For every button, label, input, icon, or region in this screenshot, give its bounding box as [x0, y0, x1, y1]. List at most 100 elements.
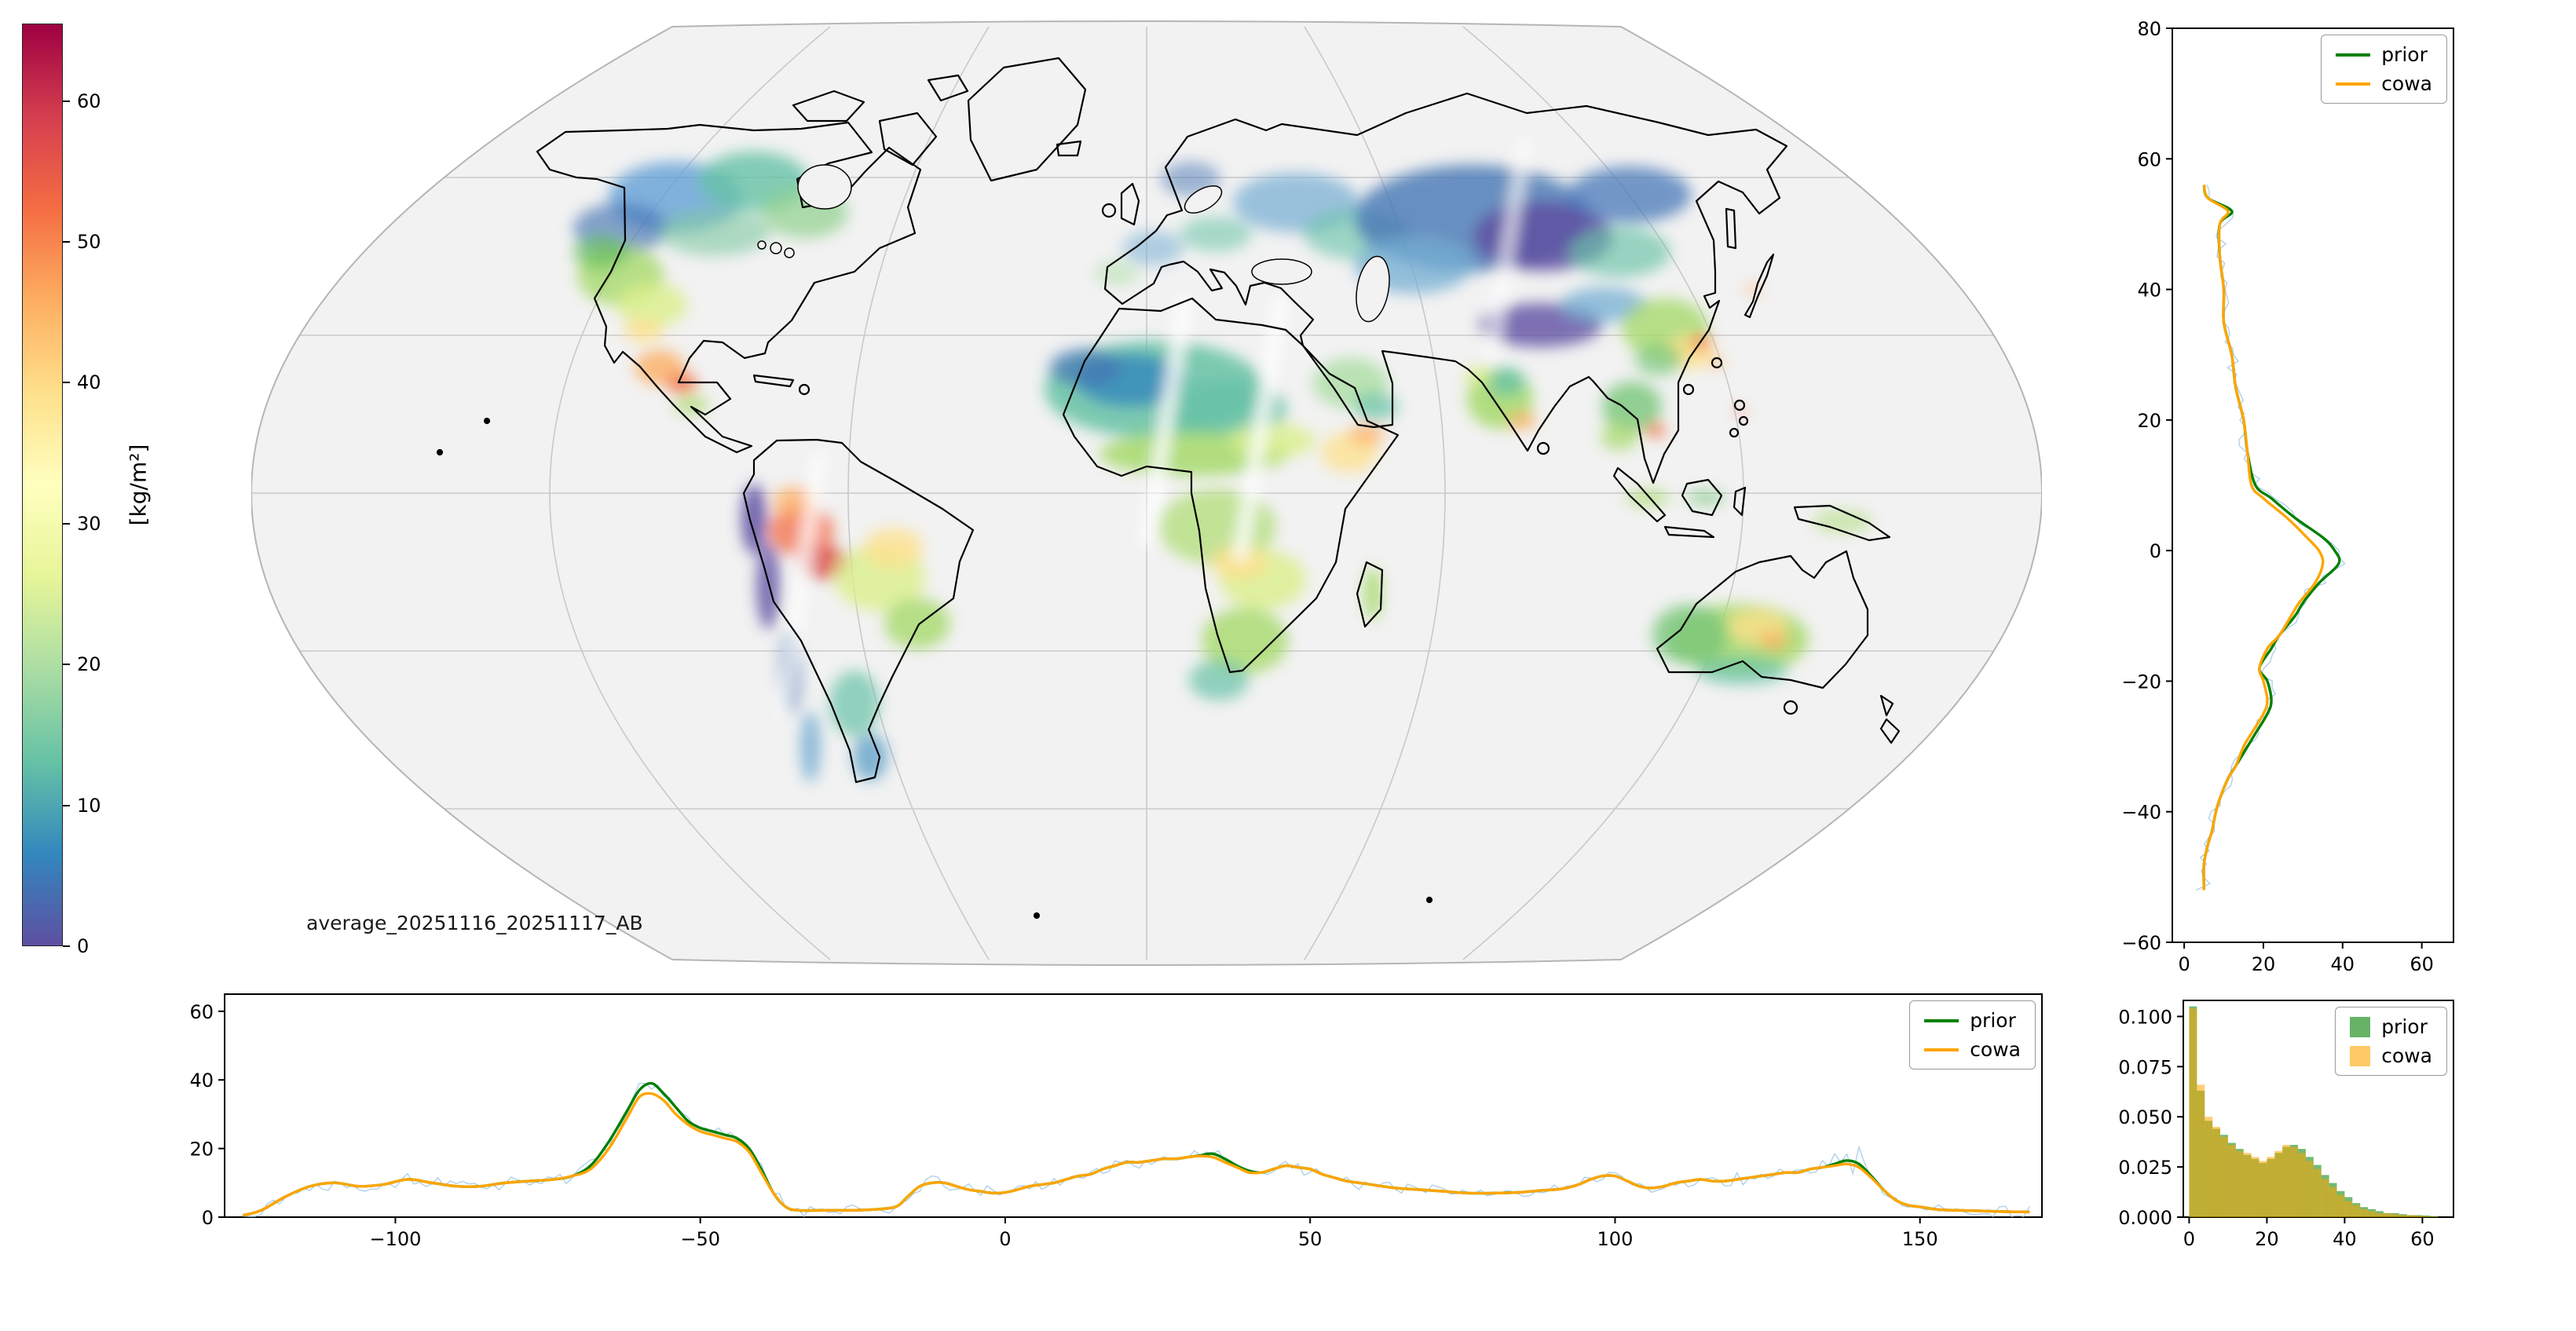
- zonal-profile-chart: prior cowa 0 20 40 60 −60 −40 −20 0 20 40 60 80: [2121, 18, 2454, 975]
- continents: [436, 57, 1901, 920]
- cowa-label: cowa: [2381, 72, 2432, 95]
- prior-label: prior: [2381, 43, 2428, 66]
- y-tick-label: 40: [189, 1070, 214, 1091]
- histogram-chart: prior cowa 0 20 40 60 0.000 0.025 0.050 0.075 0.…: [2118, 1000, 2454, 1250]
- cowa-bar: [2282, 1145, 2291, 1217]
- meridional_profile-plot: −100 −50 0 50 100 150 0 20 40 60: [189, 993, 2043, 1250]
- cowa-line: [2202, 184, 2325, 890]
- hispaniola: [798, 383, 810, 396]
- y-tick-label: 80: [2137, 18, 2161, 40]
- colorbar-tick: [63, 100, 70, 102]
- y-tick-label: 60: [189, 1001, 214, 1023]
- cowa-bar: [2414, 1215, 2423, 1217]
- great-lake-3: [757, 240, 767, 250]
- cowa-bar: [2383, 1212, 2391, 1217]
- y-tick-label: 0.000: [2118, 1207, 2172, 1229]
- madagascar: [1356, 561, 1384, 628]
- philippines-3: [1729, 427, 1740, 438]
- colorbar-tick-label: 40: [77, 371, 101, 394]
- island-speck-2: [436, 448, 444, 456]
- y-tick-label: 0.025: [2118, 1157, 2172, 1179]
- prior-label: prior: [1970, 1009, 2016, 1032]
- new-guinea: [1793, 504, 1891, 542]
- cowa-bar: [2360, 1209, 2369, 1217]
- sakhalin: [1725, 207, 1737, 250]
- colorbar-tick: [63, 664, 70, 666]
- legend-item-prior: prior: [2350, 1015, 2432, 1038]
- hudson-bay: [797, 164, 852, 210]
- north-america: [536, 121, 922, 454]
- colorbar-tick: [63, 804, 70, 806]
- legend-item-prior: prior: [2336, 43, 2432, 66]
- taiwan: [1711, 357, 1723, 369]
- greenland: [967, 57, 1087, 182]
- colorbar-gradient: [22, 24, 63, 946]
- cowa-bar: [2406, 1215, 2415, 1217]
- philippines-1: [1733, 399, 1746, 411]
- x-tick-label: 0: [2178, 953, 2190, 975]
- cowa-bar: [2243, 1153, 2252, 1217]
- new-zealand-north: [1879, 694, 1894, 717]
- cowa-bar: [2336, 1194, 2345, 1217]
- new-zealand-south: [1879, 718, 1901, 744]
- x-tick-label: 60: [2410, 1228, 2435, 1250]
- cowa-bar: [2399, 1215, 2407, 1217]
- x-tick-label: 150: [1902, 1228, 1938, 1250]
- cowa-bar: [2430, 1216, 2439, 1217]
- cowa-bar: [2227, 1145, 2236, 1217]
- cowa-bar: [2220, 1136, 2228, 1217]
- cowa-bar: [2189, 1008, 2197, 1217]
- axes-frame: [224, 993, 2043, 1218]
- sumatra: [1612, 466, 1667, 523]
- x-tick-label: 60: [2410, 953, 2434, 975]
- baltic-sea: [1184, 185, 1223, 214]
- cowa-bar: [2212, 1127, 2221, 1217]
- caspian-sea: [1356, 255, 1390, 323]
- y-tick-label: −20: [2121, 671, 2161, 693]
- great-lake-2: [784, 247, 795, 258]
- arctic-islands-2: [927, 74, 969, 102]
- meridional-profile-chart: prior cowa −100 −50 0 50 100 150 0 20 40 60: [189, 993, 2043, 1250]
- cowa-bar: [2290, 1146, 2299, 1217]
- world-map: [251, 20, 2043, 966]
- histogram-legend: prior cowa: [2335, 1007, 2447, 1076]
- colorbar-tick: [63, 522, 70, 525]
- cowa-label: cowa: [1970, 1038, 2021, 1061]
- prior-label: prior: [2381, 1015, 2428, 1038]
- colorbar-tick: [63, 945, 70, 947]
- sulawesi: [1733, 486, 1747, 517]
- cowa-bar: [2205, 1117, 2213, 1217]
- cowa-bar: [2352, 1205, 2361, 1217]
- colorbar-tick-label: 50: [77, 231, 101, 254]
- cowa-bar: [2235, 1150, 2244, 1217]
- colorbar-tick-label: 10: [77, 794, 101, 817]
- x-tick-label: 40: [2333, 1228, 2357, 1250]
- x-tick-label: 20: [2255, 1228, 2279, 1250]
- cowa-bar: [2197, 1084, 2205, 1217]
- colorbar-tick-label: 0: [77, 935, 90, 957]
- sri-lanka: [1536, 441, 1550, 455]
- hainan: [1682, 383, 1695, 396]
- map-date-annotation: average_20251116_20251117_AB: [306, 912, 643, 934]
- y-tick-label: 0.075: [2118, 1056, 2172, 1078]
- legend-item-cowa: cowa: [1924, 1038, 2021, 1061]
- colorbar-tick-label: 20: [77, 653, 101, 676]
- cowa-swatch: [2350, 1045, 2371, 1066]
- cowa-bar: [2267, 1157, 2275, 1217]
- japan: [1744, 253, 1775, 319]
- colorbar-tick: [63, 382, 70, 384]
- y-tick-label: 0.100: [2118, 1006, 2172, 1028]
- axes-frame: [2172, 27, 2454, 943]
- histogram-plot: 0 20 40 60 0.000 0.025 0.050 0.075 0.100: [2118, 1000, 2454, 1250]
- cowa-bars: [2189, 1008, 2439, 1217]
- meridional-legend: prior cowa: [1909, 1000, 2036, 1070]
- y-tick-label: 20: [189, 1139, 214, 1161]
- x-tick-label: 40: [2331, 953, 2355, 975]
- cowa-bar: [2329, 1187, 2337, 1217]
- eurasia: [1103, 92, 1788, 484]
- y-tick-label: 0: [2150, 540, 2161, 562]
- zonal-legend: prior cowa: [2321, 35, 2447, 104]
- y-tick-label: 40: [2137, 280, 2161, 302]
- cowa-bar: [2344, 1201, 2353, 1217]
